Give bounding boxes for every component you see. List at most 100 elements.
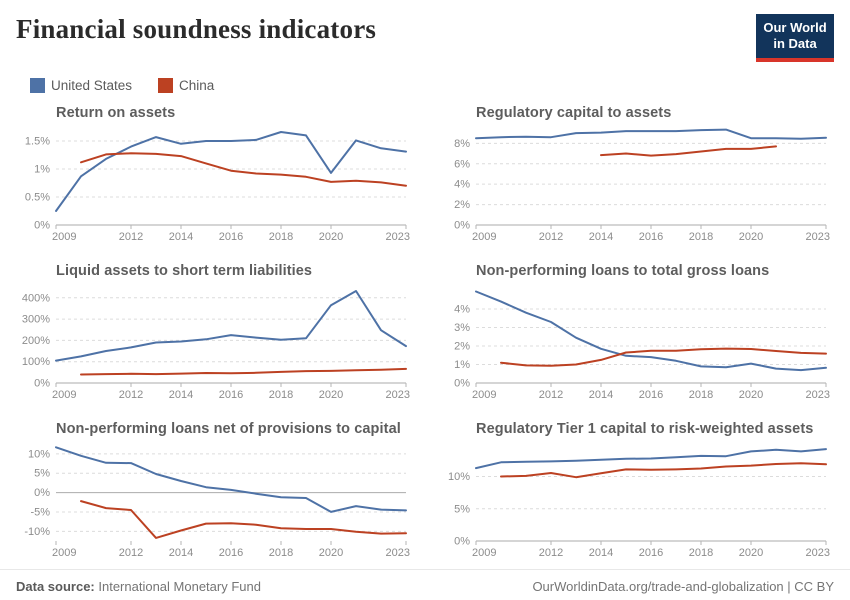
svg-text:2012: 2012 xyxy=(119,231,143,243)
svg-text:0%: 0% xyxy=(34,487,50,499)
svg-text:2016: 2016 xyxy=(639,389,663,401)
svg-text:2018: 2018 xyxy=(269,547,293,559)
svg-text:2023: 2023 xyxy=(386,547,410,559)
svg-text:2009: 2009 xyxy=(472,547,496,559)
svg-text:0%: 0% xyxy=(454,378,470,390)
chart-title: Regulatory capital to assets xyxy=(476,105,672,122)
owid-logo: Our World in Data xyxy=(756,14,834,63)
svg-text:2018: 2018 xyxy=(269,231,293,243)
svg-text:10%: 10% xyxy=(448,471,470,483)
svg-text:6%: 6% xyxy=(454,158,470,170)
svg-text:2016: 2016 xyxy=(219,547,243,559)
line-chart-plot[interactable]: -10% -5% 0% 5% 10% 2009 2012 2014 2016 2018 2020 20… xyxy=(10,437,410,569)
svg-text:1%: 1% xyxy=(454,359,470,371)
data-source: Data source: International Monetary Fund xyxy=(16,579,261,594)
charts-grid: Return on assets 0% 0.5% 1% 1.5% 2009 2012 201… xyxy=(0,99,850,569)
chart-npl-net-provisions: Non-performing loans net of provisions t… xyxy=(10,415,425,569)
svg-text:2014: 2014 xyxy=(169,231,193,243)
svg-text:2012: 2012 xyxy=(539,547,563,559)
united-states-swatch-icon xyxy=(30,78,45,94)
svg-text:2020: 2020 xyxy=(319,547,343,559)
svg-text:2%: 2% xyxy=(454,199,470,211)
svg-text:5%: 5% xyxy=(454,503,470,515)
footer: Data source: International Monetary Fund… xyxy=(0,569,850,600)
legend-item-united-states[interactable]: United States xyxy=(30,78,133,94)
svg-text:4%: 4% xyxy=(454,179,470,191)
page-title: Financial soundness indicators xyxy=(16,14,377,44)
legend: United States China xyxy=(30,78,850,94)
svg-text:2023: 2023 xyxy=(806,231,830,243)
svg-text:2014: 2014 xyxy=(589,389,613,401)
svg-text:3%: 3% xyxy=(454,322,470,334)
svg-text:0%: 0% xyxy=(34,220,50,232)
svg-text:-5%: -5% xyxy=(30,507,50,519)
line-chart-plot[interactable]: 0% 0.5% 1% 1.5% 2009 2012 2014 2016 2018 2020 2023 xyxy=(10,121,410,253)
line-chart-plot[interactable]: 0% 100% 200% 300% 400% 2009 2012 2014 2016 2018 20… xyxy=(10,279,410,411)
svg-text:2020: 2020 xyxy=(739,389,763,401)
svg-text:400%: 400% xyxy=(22,292,50,304)
chart-npl-gross-loans: Non-performing loans to total gross loan… xyxy=(430,257,845,411)
svg-text:2018: 2018 xyxy=(689,231,713,243)
svg-text:2020: 2020 xyxy=(739,231,763,243)
chart-title: Non-performing loans net of provisions t… xyxy=(56,421,401,438)
svg-text:2%: 2% xyxy=(454,341,470,353)
line-chart-plot[interactable]: 0% 2% 4% 6% 8% 2009 2012 2014 2016 2018 2020 2023 xyxy=(430,121,830,253)
svg-text:2023: 2023 xyxy=(386,231,410,243)
line-chart-plot[interactable]: 0% 1% 2% 3% 4% 2009 2012 2014 2016 2018 2020 2023 xyxy=(430,279,830,411)
svg-text:-10%: -10% xyxy=(24,526,50,538)
svg-text:1.5%: 1.5% xyxy=(25,136,50,148)
svg-text:2020: 2020 xyxy=(319,389,343,401)
svg-text:2012: 2012 xyxy=(119,389,143,401)
legend-label-china: China xyxy=(179,78,215,94)
svg-text:4%: 4% xyxy=(454,304,470,316)
svg-text:0%: 0% xyxy=(454,220,470,232)
chart-title: Liquid assets to short term liabilities xyxy=(56,263,313,280)
svg-text:2009: 2009 xyxy=(52,389,76,401)
chart-title: Return on assets xyxy=(56,105,176,122)
svg-text:2020: 2020 xyxy=(739,547,763,559)
svg-text:100%: 100% xyxy=(22,356,50,368)
svg-text:5%: 5% xyxy=(34,468,50,480)
svg-text:2014: 2014 xyxy=(169,547,193,559)
svg-text:10%: 10% xyxy=(28,449,50,461)
svg-text:2018: 2018 xyxy=(689,547,713,559)
svg-text:1%: 1% xyxy=(34,164,50,176)
svg-text:2016: 2016 xyxy=(219,231,243,243)
svg-text:2009: 2009 xyxy=(52,547,76,559)
svg-text:2020: 2020 xyxy=(319,231,343,243)
svg-text:8%: 8% xyxy=(454,138,470,150)
line-chart-plot[interactable]: 0% 5% 10% 2009 2012 2014 2016 2018 2020 2023 xyxy=(430,437,830,569)
svg-text:200%: 200% xyxy=(22,335,50,347)
chart-liquid-assets: Liquid assets to short term liabilities … xyxy=(10,257,425,411)
header: Financial soundness indicators Our World… xyxy=(0,0,850,63)
svg-text:2014: 2014 xyxy=(589,547,613,559)
svg-text:2012: 2012 xyxy=(539,231,563,243)
svg-text:2016: 2016 xyxy=(219,389,243,401)
svg-text:2016: 2016 xyxy=(639,231,663,243)
data-source-value: International Monetary Fund xyxy=(94,579,261,595)
chart-title: Non-performing loans to total gross loan… xyxy=(476,263,770,280)
svg-text:2016: 2016 xyxy=(639,547,663,559)
svg-text:2018: 2018 xyxy=(269,389,293,401)
owid-logo-line1: Our World xyxy=(763,20,827,35)
svg-text:300%: 300% xyxy=(22,314,50,326)
svg-text:0%: 0% xyxy=(454,536,470,548)
china-swatch-icon xyxy=(158,78,174,94)
svg-text:2023: 2023 xyxy=(806,389,830,401)
chart-tier1-capital: Regulatory Tier 1 capital to risk-weight… xyxy=(430,415,845,569)
svg-text:2023: 2023 xyxy=(386,389,410,401)
svg-text:2009: 2009 xyxy=(472,389,496,401)
legend-item-china[interactable]: China xyxy=(158,78,215,94)
chart-regulatory-capital-to-assets: Regulatory capital to assets 0% 2% 4% 6% 8% 2… xyxy=(430,99,845,253)
svg-text:2012: 2012 xyxy=(539,389,563,401)
svg-text:2014: 2014 xyxy=(169,389,193,401)
legend-label-united-states: United States xyxy=(51,78,133,94)
citation-link[interactable]: OurWorldinData.org/trade-and-globalizati… xyxy=(532,579,834,595)
svg-text:2014: 2014 xyxy=(589,231,613,243)
svg-text:2009: 2009 xyxy=(472,231,496,243)
chart-return-on-assets: Return on assets 0% 0.5% 1% 1.5% 2009 2012 201… xyxy=(10,99,425,253)
svg-text:0%: 0% xyxy=(34,378,50,390)
svg-text:2018: 2018 xyxy=(689,389,713,401)
chart-title: Regulatory Tier 1 capital to risk-weight… xyxy=(476,421,814,438)
